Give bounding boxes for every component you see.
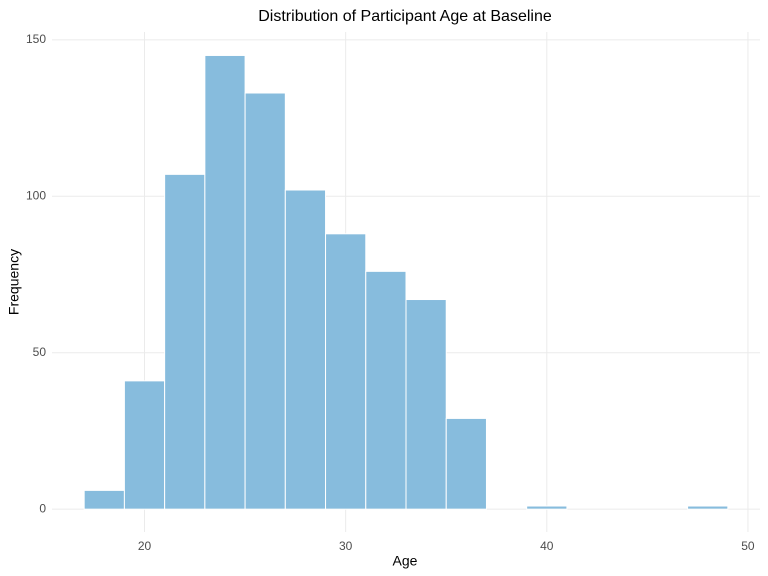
- x-tick-label: 20: [138, 539, 152, 553]
- x-axis-label: Age: [393, 553, 418, 569]
- x-tick-label: 30: [339, 539, 353, 553]
- bar: [83, 489, 125, 510]
- bar: [405, 299, 447, 510]
- y-tick-label: 100: [26, 188, 46, 202]
- y-axis-label: Frequency: [6, 249, 22, 315]
- bar: [325, 233, 367, 510]
- y-tick-label: 150: [26, 32, 46, 46]
- bar: [445, 417, 487, 510]
- bar: [526, 505, 568, 510]
- bar: [164, 173, 206, 510]
- bar: [687, 505, 729, 510]
- bar: [365, 270, 407, 510]
- bar: [123, 380, 166, 510]
- x-tick-label: 50: [741, 539, 755, 553]
- bar: [284, 189, 327, 510]
- chart-title: Distribution of Participant Age at Basel…: [258, 8, 552, 25]
- x-tick-label: 40: [540, 539, 554, 553]
- y-tick-label: 50: [33, 345, 47, 359]
- y-tick-label: 0: [39, 501, 46, 515]
- bar: [204, 54, 246, 510]
- bar: [244, 92, 286, 510]
